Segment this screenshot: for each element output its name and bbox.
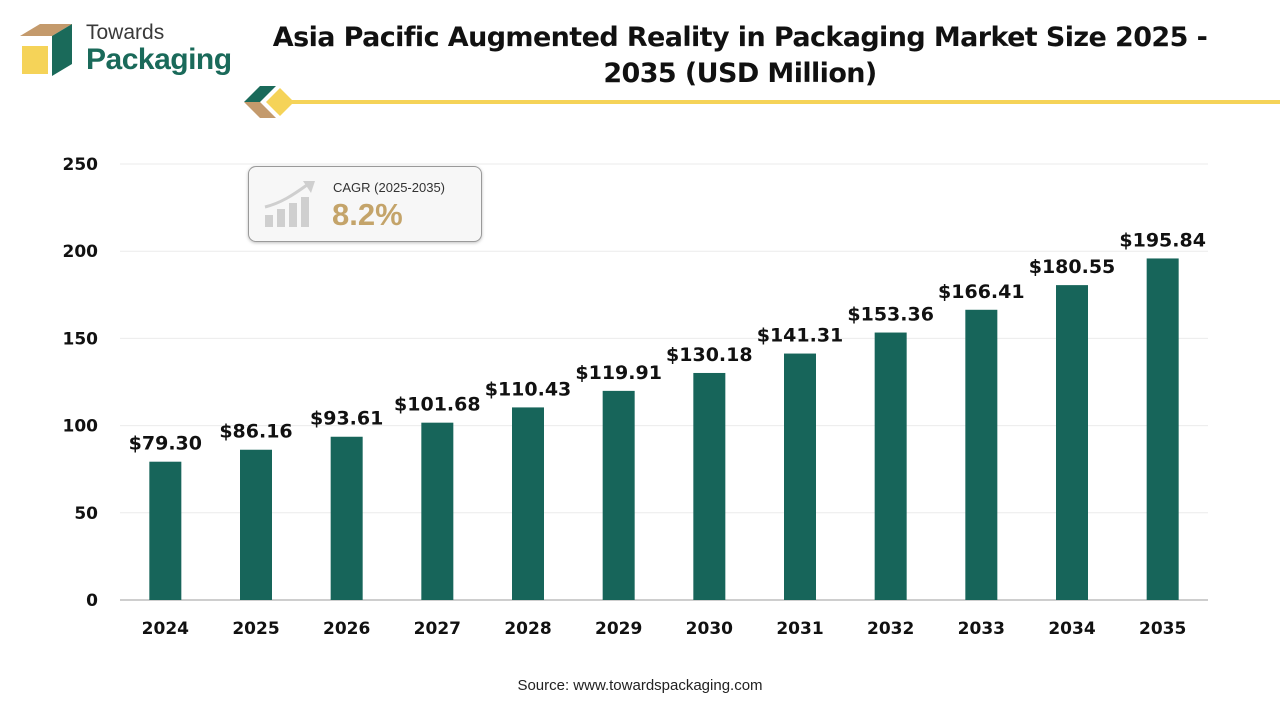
x-tick-label: 2031: [776, 619, 823, 639]
bar-2027: [421, 423, 453, 600]
bar-2031: [784, 354, 816, 600]
x-tick-label: 2024: [142, 619, 189, 639]
value-label: $79.30: [129, 433, 202, 455]
value-label: $195.84: [1119, 229, 1206, 251]
source-text: Source: www.towardspackaging.com: [0, 677, 1280, 694]
bar-2034: [1056, 285, 1088, 600]
value-label: $86.16: [219, 421, 292, 443]
value-label: $141.31: [757, 325, 844, 347]
x-tick-label: 2029: [595, 619, 642, 639]
bar-2033: [965, 310, 997, 600]
chart-bars: [149, 258, 1178, 600]
y-tick-label: 0: [86, 591, 98, 611]
bar-2025: [240, 450, 272, 600]
value-labels: $79.30$86.16$93.61$101.68$110.43$119.91$…: [129, 229, 1206, 454]
value-label: $130.18: [666, 344, 753, 366]
value-label: $93.61: [310, 408, 383, 430]
value-label: $166.41: [938, 281, 1025, 303]
value-label: $119.91: [575, 362, 662, 384]
cagr-value: 8.2%: [332, 197, 403, 233]
x-tick-label: 2025: [232, 619, 279, 639]
x-tick-label: 2033: [958, 619, 1005, 639]
value-label: $110.43: [485, 378, 572, 400]
bar-2032: [875, 333, 907, 600]
x-tick-label: 2030: [686, 619, 733, 639]
x-tick-label: 2032: [867, 619, 914, 639]
bar-2024: [149, 462, 181, 600]
value-label: $153.36: [847, 304, 934, 326]
y-tick-label: 250: [63, 155, 99, 175]
y-tick-label: 200: [63, 242, 99, 262]
value-label: $101.68: [394, 394, 481, 416]
x-tick-label: 2026: [323, 619, 370, 639]
y-tick-label: 150: [63, 329, 99, 349]
growth-chart-icon: [263, 181, 321, 229]
bar-2035: [1147, 258, 1179, 600]
x-tick-label: 2035: [1139, 619, 1186, 639]
value-label: $180.55: [1029, 256, 1116, 278]
x-tick-label: 2028: [504, 619, 551, 639]
bar-2030: [693, 373, 725, 600]
y-tick-label: 100: [63, 417, 99, 437]
x-tick-label: 2034: [1048, 619, 1095, 639]
bar-2026: [331, 437, 363, 600]
x-tick-label: 2027: [414, 619, 461, 639]
bar-chart: 0 50 100 150 200 250 $79.30 $86.16 $93.61 $101.6…: [0, 0, 1280, 720]
cagr-callout: CAGR (2025-2035) 8.2%: [248, 166, 482, 242]
x-axis-ticks: 2024 2025 2026 2027 2028 2029 2030 2031 2032 2033…: [142, 619, 1187, 639]
bar-2028: [512, 407, 544, 600]
bar-2029: [603, 391, 635, 600]
y-tick-label: 50: [74, 504, 98, 524]
cagr-label: CAGR (2025-2035): [333, 180, 445, 195]
y-axis-ticks: 0 50 100 150 200 250: [63, 155, 99, 611]
